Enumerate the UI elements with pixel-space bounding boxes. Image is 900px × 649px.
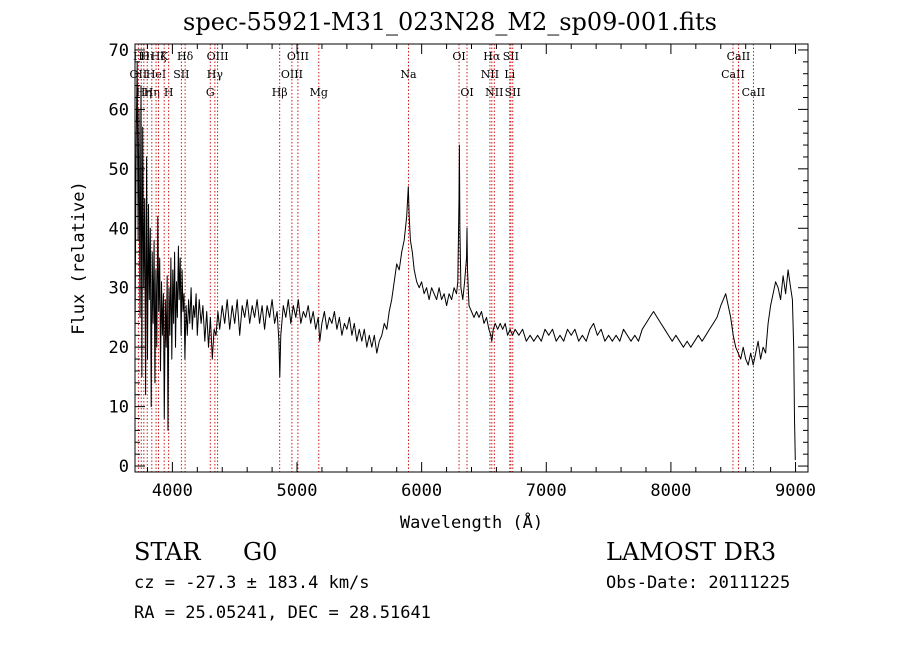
axis-ticks: 4000 5000 6000 7000 8000 9000 0 10 20 30 40 50 60 70 — [109, 41, 816, 501]
line-marker-label: Hη — [136, 86, 152, 99]
line-markers: OII Hθ Hη Hι Hη HeI HζK H SII Hδ G Hγ OIII Hβ OIII OIII… — [130, 44, 766, 472]
cz-unit: km/s — [328, 573, 370, 593]
y-tick-label: 60 — [109, 100, 129, 120]
cz-value: -27.3 — [185, 573, 237, 593]
line-marker-label: SII — [503, 50, 519, 63]
coordinates-line: RA = 25.05241, DEC = 28.51641 — [134, 603, 431, 623]
line-marker-label: Hζ — [151, 50, 167, 63]
line-marker-label: Hι — [140, 50, 154, 63]
line-marker-label: NII — [485, 86, 503, 99]
line-marker-label: CaII — [721, 68, 745, 81]
line-marker-label: K — [160, 50, 169, 63]
redshift-line: cz = -27.3 ± 183.4 km/s — [134, 573, 370, 593]
dec-value: 28.51641 — [349, 603, 431, 623]
y-tick-label: 10 — [109, 398, 129, 418]
line-marker-label: CaII — [727, 50, 751, 63]
y-axis-label: Flux (relative) — [69, 181, 89, 335]
y-tick-label: 0 — [119, 457, 129, 477]
line-marker-label: OIII — [207, 50, 229, 63]
dec-label: DEC = — [287, 603, 339, 623]
line-marker-label: Li — [504, 68, 515, 81]
line-marker-label: NII — [481, 68, 499, 81]
x-axis-label: Wavelength (Å) — [400, 511, 543, 533]
y-tick-label: 50 — [109, 160, 129, 180]
line-marker-label: Hβ — [272, 86, 288, 99]
line-marker-label: Hδ — [177, 50, 194, 63]
line-marker-label: OIII — [281, 68, 303, 81]
x-tick-label: 7000 — [526, 481, 567, 501]
line-marker-label: Hα — [483, 50, 501, 63]
ra-label: RA = — [134, 603, 175, 623]
ra-value: 25.05241 — [185, 603, 268, 623]
chart-title: spec-55921-M31_023N28_M2_sp09-001.fits — [183, 8, 717, 36]
cz-plus-minus: ± — [246, 573, 257, 593]
x-tick-label: 9000 — [775, 481, 816, 501]
obs-date-line: Obs-Date: 20111225 — [606, 573, 790, 593]
line-marker-label: Na — [400, 68, 417, 81]
obs-date-label: Obs-Date: — [606, 573, 699, 593]
line-marker-label: H — [164, 86, 174, 99]
y-tick-label: 70 — [109, 41, 129, 61]
plot-frame — [134, 43, 809, 473]
line-marker-label: Mg — [310, 86, 328, 99]
object-type: STAR — [134, 538, 201, 566]
cz-error: 183.4 — [267, 573, 319, 593]
x-tick-label: 8000 — [650, 481, 691, 501]
line-marker-label: Hγ — [207, 68, 224, 81]
line-marker-label: OI — [452, 50, 465, 63]
line-marker-label: CaII — [742, 86, 766, 99]
obs-date-value: 20111225 — [708, 573, 791, 593]
line-marker-label: OII — [130, 68, 148, 81]
line-marker-label: G — [206, 86, 215, 99]
y-tick-label: 30 — [109, 279, 129, 299]
x-tick-label: 6000 — [401, 481, 442, 501]
y-tick-label: 40 — [109, 219, 129, 239]
object-subclass: G0 — [243, 538, 278, 566]
line-marker-label: SII — [505, 86, 521, 99]
line-marker-label: Hθ — [133, 50, 150, 63]
plot-area — [134, 61, 796, 461]
x-tick-label: 4000 — [152, 481, 193, 501]
line-marker-label: OI — [460, 86, 473, 99]
survey-name: LAMOST DR3 — [606, 538, 777, 566]
line-marker-label: Hη — [144, 86, 160, 99]
line-marker-label: OIII — [287, 50, 309, 63]
x-tick-label: 5000 — [277, 481, 318, 501]
line-marker-label: SII — [173, 68, 189, 81]
y-tick-label: 20 — [109, 338, 129, 358]
spectrum-line — [134, 61, 796, 461]
line-marker-label: HeI — [146, 68, 166, 81]
cz-label: cz = — [134, 573, 175, 593]
